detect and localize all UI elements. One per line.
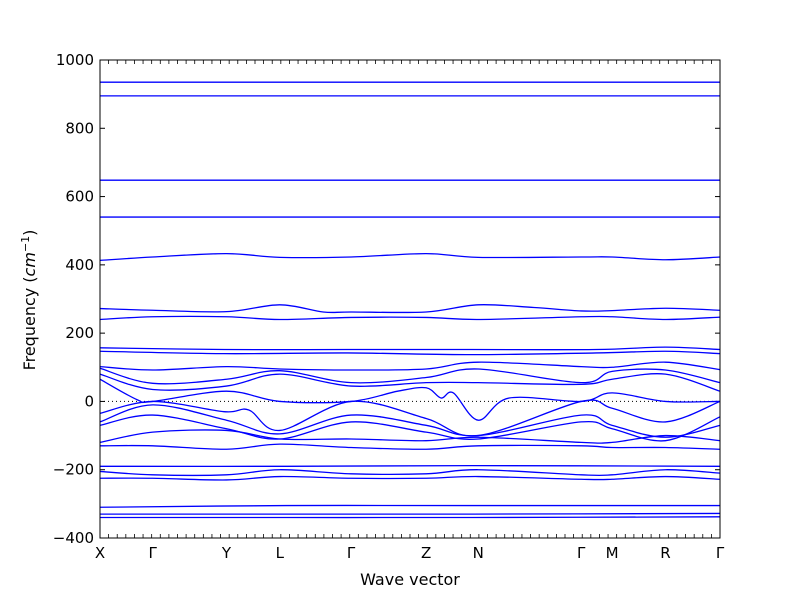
band-line	[99, 504, 720, 508]
band-line	[99, 378, 721, 421]
y-tick-label: 1000	[56, 51, 94, 69]
band-line	[99, 361, 721, 371]
y-tick-labels: −400 −200 0 200 400 600 800 1000	[53, 51, 94, 547]
y-tick-label: −200	[53, 461, 94, 479]
y-tick-label: 600	[65, 188, 94, 206]
band-line	[99, 304, 721, 314]
band-line	[99, 350, 721, 356]
y-axis-label-open-paren: (	[20, 276, 39, 282]
band-line	[99, 367, 721, 385]
band-line	[99, 373, 721, 392]
x-tick-label: Y	[221, 544, 232, 562]
band-line	[99, 252, 721, 262]
x-tick-label: Z	[421, 544, 431, 562]
y-tick-label: 800	[65, 119, 94, 137]
x-tick-label: L	[276, 544, 285, 562]
y-axis-label: Frequency (cm−1)	[19, 230, 39, 371]
y-axis-label-close-paren: )	[20, 230, 39, 236]
x-tick-label: R	[660, 544, 670, 562]
x-tick-label: Γ	[716, 544, 725, 562]
band-line	[99, 346, 721, 351]
y-tick-label: 0	[84, 392, 94, 410]
x-tick-label: Γ	[149, 544, 158, 562]
band-line	[99, 404, 721, 438]
phonon-bands	[99, 81, 721, 519]
band-line	[99, 414, 721, 442]
band-line	[99, 443, 721, 450]
y-tick-label: 400	[65, 256, 94, 274]
x-tick-label: M	[606, 544, 619, 562]
y-axis-label-unit: cm	[20, 252, 39, 276]
band-line	[99, 429, 721, 444]
x-tick-label: Γ	[577, 544, 586, 562]
band-line	[99, 475, 721, 481]
band-line	[100, 516, 721, 519]
y-axis-label-unit-exp: −1	[19, 236, 32, 252]
band-line	[99, 399, 721, 437]
band-line	[99, 315, 721, 321]
y-tick-label: 200	[65, 324, 94, 342]
x-axis-label: Wave vector	[360, 570, 460, 589]
band-line	[99, 469, 721, 477]
plot-frame	[99, 59, 721, 539]
band-line	[99, 512, 721, 515]
band-line	[99, 464, 721, 468]
y-axis-label-text: Frequency	[20, 283, 39, 371]
x-tick-label: X	[95, 544, 105, 562]
y-tick-label: −400	[53, 529, 94, 547]
x-tick-label: Γ	[347, 544, 356, 562]
x-minor-ticks	[99, 60, 721, 538]
x-tick-label: N	[473, 544, 484, 562]
